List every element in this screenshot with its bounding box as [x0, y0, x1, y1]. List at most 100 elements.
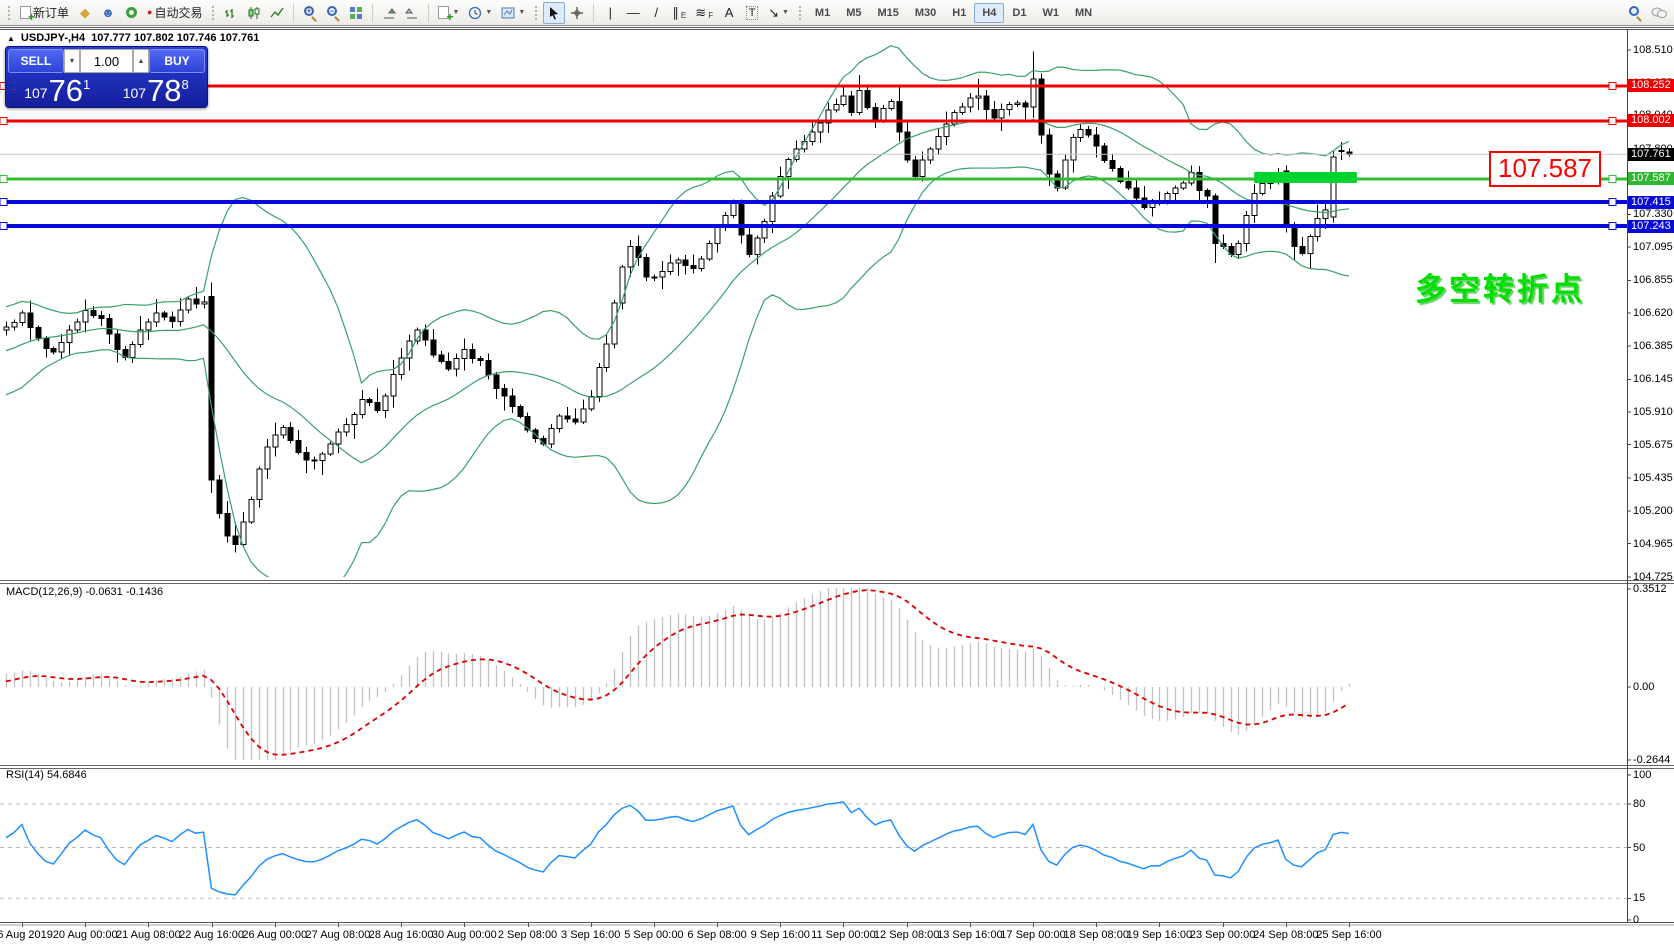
sell-button[interactable]: SELL — [8, 49, 64, 73]
hline-107.243[interactable] — [0, 221, 1627, 231]
crosshair-tool-button[interactable] — [566, 2, 588, 24]
chart-shift-button[interactable] — [401, 2, 423, 24]
timeframe-h1-button[interactable]: H1 — [952, 6, 967, 19]
price-tick-label: 105.200 — [1633, 504, 1673, 517]
profiles-icon: ◆ — [80, 5, 91, 20]
timeframe-mn-button[interactable]: MN — [1074, 6, 1093, 19]
candlestick-mode-button[interactable] — [243, 2, 265, 24]
horizontal-line-tool-button[interactable]: — — [622, 2, 644, 24]
zoom-in-icon: + — [303, 6, 317, 22]
text-tool-button[interactable]: A — [718, 2, 740, 24]
price-tick-label: 107.330 — [1633, 208, 1673, 221]
buy-price-big: 78 — [147, 73, 182, 108]
sell-price[interactable]: 107 76 1 — [8, 73, 107, 106]
search-button[interactable] — [1624, 2, 1646, 24]
timeframe-m15-button[interactable]: M15 — [877, 6, 899, 19]
market-watch-icon: ☻ — [101, 5, 115, 20]
line-chart-mode-button[interactable] — [266, 2, 288, 24]
tile-windows-button[interactable] — [345, 2, 367, 24]
new-order-button[interactable]: + 新订单 — [16, 2, 73, 24]
hline-108.002[interactable] — [0, 116, 1627, 126]
fibonacci-icon: ≋ — [695, 5, 707, 20]
signals-icon — [125, 7, 137, 18]
auto-scroll-button[interactable] — [378, 2, 400, 24]
rsi-indicator-label: RSI(14) 54.6846 — [6, 769, 87, 781]
time-tick-label: 26 Aug 00:00 — [242, 929, 308, 941]
bar-chart-mode-button[interactable] — [220, 2, 242, 24]
line-chart-icon — [270, 7, 285, 17]
chat-button[interactable] — [1647, 2, 1671, 24]
indicators-icon: + — [438, 6, 453, 23]
timeframe-w1-button[interactable]: W1 — [1042, 6, 1059, 19]
crosshair-icon — [571, 6, 584, 19]
equidistant-channel-sub-label: E — [680, 11, 687, 20]
toolbar-grip[interactable] — [6, 3, 12, 22]
horizontal-line-icon: — — [626, 5, 640, 20]
time-tick-label: 16 Aug 2019 — [0, 929, 53, 941]
trendline-tool-button[interactable]: / — [645, 2, 667, 24]
price-flag-label[interactable]: 107.587 — [1489, 151, 1601, 187]
market-watch-button[interactable]: ☻ — [97, 2, 119, 24]
turning-point-label[interactable]: 多空转折点 — [1415, 272, 1585, 307]
arrow-shapes-tool-button[interactable]: ↘ ▼ — [764, 2, 793, 24]
buy-price[interactable]: 107 78 8 — [107, 73, 206, 108]
time-tick-label: 6 Sep 08:00 — [687, 929, 747, 941]
time-tick-label: 24 Sep 08:00 — [1253, 929, 1319, 941]
profiles-button[interactable]: ◆ — [74, 2, 96, 24]
price-tick-label: 105.910 — [1633, 406, 1673, 419]
timeframe-m1-button[interactable]: M1 — [814, 6, 831, 19]
candlestick-icon — [248, 6, 260, 19]
time-tick-label: 25 Sep 16:00 — [1316, 929, 1382, 941]
price-tick-label: 105.435 — [1633, 472, 1673, 485]
timeframe-d1-button[interactable]: D1 — [1012, 6, 1027, 19]
rsi-tick-label: 15 — [1633, 892, 1646, 905]
periods-button[interactable]: ▼ — [464, 2, 496, 24]
fibonacci-tool-button[interactable]: ≋ F — [691, 2, 717, 24]
volume-decrease-button[interactable]: ▼ — [64, 49, 80, 73]
equidistant-channel-icon: ∥ — [672, 5, 679, 20]
volume-increase-button[interactable]: ▲ — [133, 49, 149, 73]
equidistant-channel-tool-button[interactable]: ∥ E — [668, 2, 690, 24]
time-tick-label: 20 Aug 00:00 — [52, 929, 118, 941]
timeframe-m30-button[interactable]: M30 — [914, 6, 937, 19]
search-icon — [1628, 6, 1642, 22]
cursor-tool-button[interactable] — [543, 1, 566, 24]
macd-tick-label: -0.2644 — [1633, 754, 1671, 766]
rsi-tick-label: 50 — [1633, 841, 1646, 854]
toolbar-grip[interactable] — [796, 3, 803, 22]
zoom-in-button[interactable]: + — [299, 2, 321, 24]
chat-icon — [1651, 7, 1667, 18]
time-tick-label: 12 Sep 08:00 — [873, 929, 940, 941]
toolbar-grip[interactable] — [533, 3, 540, 22]
zoom-out-button[interactable]: − — [322, 2, 344, 24]
buy-button[interactable]: BUY — [149, 49, 205, 73]
symbol-name: USDJPY-,H4 — [20, 32, 86, 44]
text-label-tool-button[interactable]: T — [741, 2, 763, 24]
collapse-panel-icon[interactable]: ▲ — [7, 33, 15, 43]
highlight-zone[interactable] — [1254, 171, 1357, 183]
vertical-line-tool-button[interactable]: | — [599, 2, 621, 24]
timeframe-m5-button[interactable]: M5 — [846, 6, 862, 19]
volume-input[interactable] — [80, 49, 133, 73]
time-tick-label: 27 Aug 08:00 — [305, 929, 371, 941]
toolbar-grip[interactable] — [210, 3, 217, 22]
time-tick-label: 30 Aug 00:00 — [431, 929, 497, 941]
rsi-pane — [0, 801, 1627, 899]
toolbar-separator — [428, 3, 430, 22]
pane-separators — [0, 27, 1674, 927]
autotrading-dot-icon: ● — [147, 7, 153, 17]
indicators-button[interactable]: + ▼ — [434, 2, 463, 24]
time-tick-label: 9 Sep 16:00 — [750, 929, 810, 941]
sell-price-prefix: 107 — [24, 85, 48, 101]
autotrading-button[interactable]: ● 自动交易 — [143, 2, 206, 24]
chart-plot-area[interactable] — [0, 28, 1627, 922]
timeframe-h4-button[interactable]: H4 — [974, 2, 1005, 23]
time-tick-label: 13 Sep 16:00 — [937, 929, 1003, 941]
signals-button[interactable] — [120, 2, 142, 24]
rsi-line — [5, 801, 1350, 896]
dropdown-arrow-icon: ▼ — [781, 9, 789, 16]
hline-107.415[interactable] — [0, 197, 1627, 207]
templates-button[interactable]: ▼ — [497, 2, 529, 24]
sell-price-pip: 1 — [83, 77, 91, 92]
